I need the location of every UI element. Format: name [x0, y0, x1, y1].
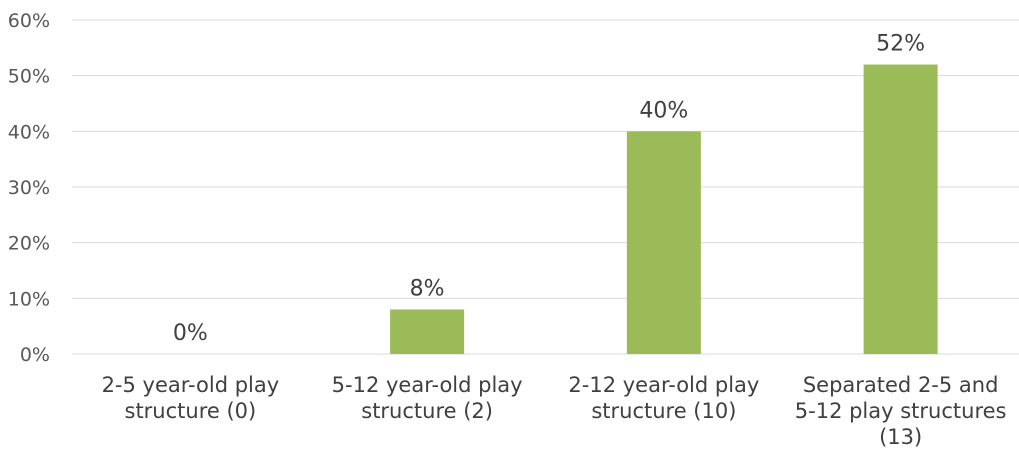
y-tick-label: 40%	[8, 121, 50, 143]
y-tick-label: 60%	[8, 10, 50, 32]
y-axis-tick-labels: 0% 10% 20% 30% 40% 50% 60%	[8, 10, 50, 366]
bars	[390, 64, 938, 355]
y-tick-label: 10%	[8, 288, 50, 310]
category-label: Separated 2-5 and 5-12 play structures (13…	[795, 373, 1007, 449]
bar	[390, 309, 465, 354]
data-label: 8%	[410, 276, 445, 301]
data-label: 52%	[876, 32, 925, 57]
category-label: 2-5 year-old play structure (0)	[102, 373, 280, 423]
y-tick-label: 50%	[8, 66, 50, 88]
bar	[626, 131, 701, 354]
data-labels: 0% 8% 40% 52%	[173, 32, 925, 346]
category-label: 2-12 year-old play structure (10)	[568, 373, 759, 423]
bar	[863, 64, 938, 355]
category-labels: 2-5 year-old play structure (0) 5-12 year-…	[102, 373, 1007, 449]
y-tick-label: 0%	[20, 344, 50, 366]
y-tick-label: 20%	[8, 233, 50, 255]
data-label: 0%	[173, 321, 208, 346]
y-tick-label: 30%	[8, 177, 50, 199]
gridlines	[72, 19, 1019, 355]
category-label: 5-12 year-old play structure (2)	[332, 373, 523, 423]
data-label: 40%	[639, 98, 688, 123]
